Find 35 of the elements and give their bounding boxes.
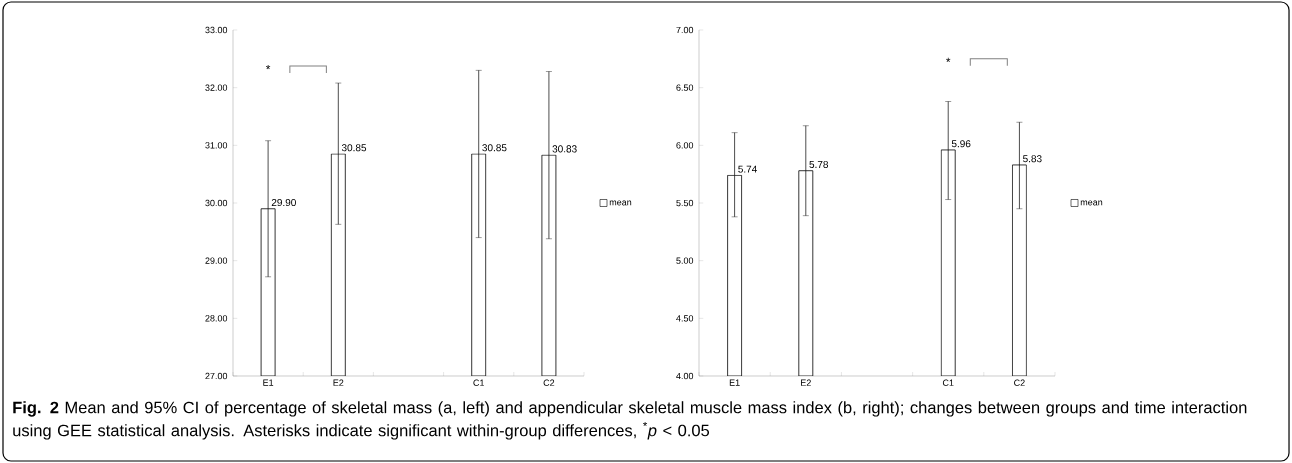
y-tick-label: 32.00 (205, 84, 228, 91)
y-tick-label: 5.00 (676, 257, 694, 264)
y-tick-label: 33.00 (205, 26, 228, 34)
y-tick-label: 28.00 (205, 315, 228, 322)
data-label: 5.96 (951, 140, 971, 148)
x-tick-label: E1 (263, 379, 274, 386)
data-label: 5.78 (809, 160, 829, 168)
data-label: 30.83 (552, 145, 577, 153)
data-label: 30.85 (341, 144, 367, 152)
data-label: 5.74 (738, 165, 757, 173)
y-tick-label: 27.00 (205, 372, 228, 380)
x-tick-label: E2 (333, 379, 344, 386)
data-label: 29.90 (271, 198, 296, 207)
data-label: 30.85 (482, 144, 507, 152)
x-tick-label: E2 (801, 379, 811, 386)
y-tick-label: 29.00 (205, 257, 228, 264)
text: mean (609, 200, 632, 206)
data-label: 5.83 (1023, 155, 1042, 163)
y-tick-label: 4.00 (676, 372, 694, 380)
text: Fig. 2 Mean and 95% CI of percentage of skeletal mass (a, left) and appendicular skeletal muscle mass index (b, right); changes between groups and time interaction using GEE statistical analysis. Asterisks indicate significant within-group differences, $^{*}$p < 0.05 (13, 401, 1247, 440)
annotation: * (946, 57, 951, 62)
x-tick-label: C1 (473, 379, 485, 386)
y-tick-label: 6.00 (676, 142, 694, 149)
x-tick-label: C2 (1014, 379, 1025, 386)
y-tick-label: 4.50 (676, 315, 694, 322)
x-tick-label: E1 (729, 379, 740, 386)
y-tick-label: 5.50 (676, 199, 694, 207)
x-tick-label: C1 (942, 379, 954, 386)
y-tick-label: 31.00 (205, 142, 228, 149)
x-tick-label: C2 (543, 379, 555, 386)
annotation: * (265, 64, 271, 70)
text: mean (1080, 200, 1103, 206)
y-tick-label: 6.50 (676, 84, 694, 91)
y-tick-label: 7.00 (676, 26, 694, 34)
y-tick-label: 30.00 (205, 199, 228, 207)
